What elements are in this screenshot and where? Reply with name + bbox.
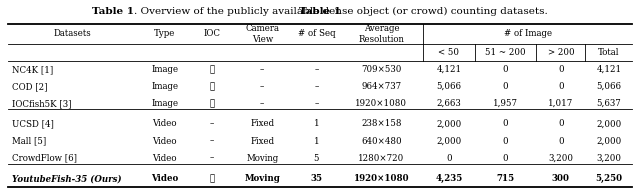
Text: 5,637: 5,637 bbox=[596, 99, 621, 108]
Text: 4,235: 4,235 bbox=[435, 174, 463, 183]
Text: 1920×1080: 1920×1080 bbox=[353, 174, 409, 183]
Text: 5: 5 bbox=[314, 154, 319, 163]
Text: > 200: > 200 bbox=[547, 48, 574, 57]
Text: 1,957: 1,957 bbox=[493, 99, 518, 108]
Text: 238×158: 238×158 bbox=[361, 120, 402, 128]
Text: 1: 1 bbox=[314, 137, 319, 146]
Text: Video: Video bbox=[151, 174, 179, 183]
Text: Video: Video bbox=[152, 120, 177, 128]
Text: –: – bbox=[314, 65, 319, 74]
Text: 0: 0 bbox=[503, 120, 508, 128]
Text: –: – bbox=[260, 99, 264, 108]
Text: IOC: IOC bbox=[203, 29, 220, 38]
Text: 5,066: 5,066 bbox=[436, 82, 461, 91]
Text: Video: Video bbox=[152, 154, 177, 163]
Text: 1920×1080: 1920×1080 bbox=[355, 99, 408, 108]
Text: # of Seq: # of Seq bbox=[298, 29, 335, 38]
Text: Video: Video bbox=[152, 137, 177, 146]
Text: Average
Resolution: Average Resolution bbox=[358, 24, 404, 44]
Text: 964×737: 964×737 bbox=[362, 82, 401, 91]
Text: 0: 0 bbox=[558, 137, 564, 146]
Text: –: – bbox=[209, 137, 214, 146]
Text: 2,663: 2,663 bbox=[436, 99, 461, 108]
Text: YoutubeFish-35 (Ours): YoutubeFish-35 (Ours) bbox=[12, 174, 121, 183]
Text: COD [2]: COD [2] bbox=[12, 82, 47, 91]
Text: Table 1: Table 1 bbox=[299, 7, 341, 16]
Text: # of Image: # of Image bbox=[504, 29, 552, 38]
Text: Image: Image bbox=[151, 82, 179, 91]
Text: 0: 0 bbox=[558, 65, 564, 74]
Text: 715: 715 bbox=[497, 174, 515, 183]
Text: Moving: Moving bbox=[246, 154, 278, 163]
Text: Table 1: Table 1 bbox=[92, 7, 134, 16]
Text: ✓: ✓ bbox=[209, 99, 214, 108]
Text: Fixed: Fixed bbox=[250, 120, 275, 128]
Text: 35: 35 bbox=[310, 174, 323, 183]
Text: 1,017: 1,017 bbox=[548, 99, 573, 108]
Text: 3,200: 3,200 bbox=[548, 154, 573, 163]
Text: Datasets: Datasets bbox=[54, 29, 92, 38]
Text: CrowdFlow [6]: CrowdFlow [6] bbox=[12, 154, 77, 163]
Text: 2,000: 2,000 bbox=[596, 120, 621, 128]
Text: Moving: Moving bbox=[244, 174, 280, 183]
Text: 4,121: 4,121 bbox=[596, 65, 621, 74]
Text: < 50: < 50 bbox=[438, 48, 460, 57]
Text: 300: 300 bbox=[552, 174, 570, 183]
Text: ✓: ✓ bbox=[209, 82, 214, 91]
Text: Fixed: Fixed bbox=[250, 137, 275, 146]
Text: 4,121: 4,121 bbox=[436, 65, 461, 74]
Text: 0: 0 bbox=[503, 65, 508, 74]
Text: 0: 0 bbox=[503, 82, 508, 91]
Text: UCSD [4]: UCSD [4] bbox=[12, 120, 53, 128]
Text: –: – bbox=[314, 99, 319, 108]
Text: 2,000: 2,000 bbox=[436, 120, 461, 128]
Text: 5,066: 5,066 bbox=[596, 82, 621, 91]
Text: –: – bbox=[260, 65, 264, 74]
Text: 0: 0 bbox=[558, 120, 564, 128]
Text: ✓: ✓ bbox=[209, 174, 214, 183]
Text: Mall [5]: Mall [5] bbox=[12, 137, 46, 146]
Text: IOCfish5K [3]: IOCfish5K [3] bbox=[12, 99, 71, 108]
Text: 2,000: 2,000 bbox=[436, 137, 461, 146]
Text: 3,200: 3,200 bbox=[596, 154, 621, 163]
Text: Total: Total bbox=[598, 48, 620, 57]
Text: Camera
View: Camera View bbox=[245, 24, 279, 44]
Text: –: – bbox=[314, 82, 319, 91]
Text: Image: Image bbox=[151, 99, 179, 108]
Text: . Overview of the publicly available dense object (or crowd) counting datasets.: . Overview of the publicly available den… bbox=[134, 7, 548, 16]
Text: 5,250: 5,250 bbox=[595, 174, 623, 183]
Text: NC4K [1]: NC4K [1] bbox=[12, 65, 52, 74]
Text: Type: Type bbox=[154, 29, 175, 38]
Text: –: – bbox=[209, 120, 214, 128]
Text: 640×480: 640×480 bbox=[361, 137, 402, 146]
Text: 1280×720: 1280×720 bbox=[358, 154, 404, 163]
Text: –: – bbox=[209, 154, 214, 163]
Text: ✓: ✓ bbox=[209, 65, 214, 74]
Text: 0: 0 bbox=[503, 137, 508, 146]
Text: –: – bbox=[260, 82, 264, 91]
Text: 0: 0 bbox=[503, 154, 508, 163]
Text: 0: 0 bbox=[446, 154, 452, 163]
Text: 709×530: 709×530 bbox=[361, 65, 401, 74]
Text: 51 ~ 200: 51 ~ 200 bbox=[485, 48, 526, 57]
Text: 2,000: 2,000 bbox=[596, 137, 621, 146]
Text: Image: Image bbox=[151, 65, 179, 74]
Text: 1: 1 bbox=[314, 120, 319, 128]
Text: 0: 0 bbox=[558, 82, 564, 91]
